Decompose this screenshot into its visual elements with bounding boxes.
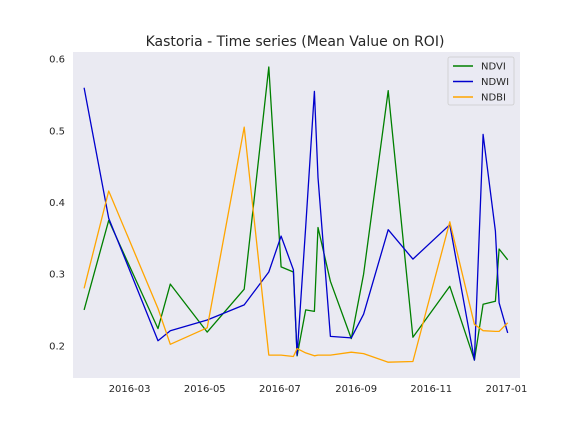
- chart-title: Kastoria - Time series (Mean Value on RO…: [146, 34, 445, 50]
- x-tick-label: 2016-09: [335, 384, 377, 395]
- x-tick-label: 2016-07: [259, 384, 301, 395]
- y-axis: 0.2 0.3 0.4 0.5 0.6: [49, 55, 65, 353]
- y-tick-label: 0.4: [49, 198, 65, 209]
- series-line-ndbi: [83, 126, 509, 363]
- x-tick-label: 2016-05: [184, 384, 226, 395]
- x-tick-label: 2016-11: [410, 384, 452, 395]
- legend-label-ndwi: NDWI: [481, 77, 509, 88]
- plot-area: [73, 52, 520, 378]
- x-axis: 2016-03 2016-05 2016-07 2016-09 2016-11 2017-…: [109, 384, 528, 395]
- y-tick-label: 0.6: [49, 55, 65, 66]
- series-line-ndwi: [83, 87, 509, 361]
- y-tick-label: 0.2: [49, 341, 65, 352]
- legend-label-ndbi: NDBI: [481, 93, 506, 104]
- legend-box: [447, 56, 515, 106]
- series-lines: [83, 66, 509, 363]
- legend-label-ndvi: NDVI: [481, 62, 506, 73]
- series-line-ndvi: [83, 66, 509, 361]
- x-tick-label: 2017-01: [486, 384, 528, 395]
- x-tick-label: 2016-03: [109, 384, 151, 395]
- legend: NDVI NDWI NDBI: [447, 56, 515, 106]
- y-tick-label: 0.5: [49, 126, 65, 137]
- y-tick-label: 0.3: [49, 270, 65, 281]
